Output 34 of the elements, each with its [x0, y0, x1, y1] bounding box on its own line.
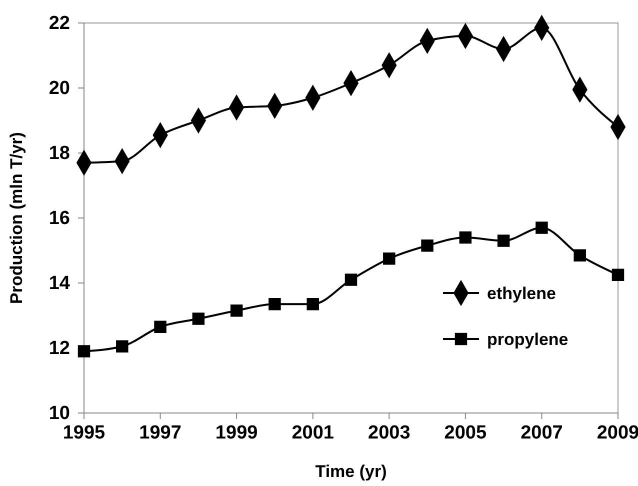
legend-label: propylene	[487, 330, 568, 349]
x-axis-title: Time (yr)	[315, 462, 387, 481]
y-tick-label: 22	[48, 13, 70, 34]
point	[154, 320, 166, 333]
legend-label: ethylene	[487, 284, 556, 303]
y-tick-label: 16	[48, 208, 70, 230]
point	[306, 298, 319, 310]
point	[268, 298, 281, 310]
point	[497, 234, 510, 247]
point	[574, 249, 586, 262]
point	[230, 304, 243, 317]
y-tick-label: 14	[48, 273, 70, 294]
y-tick-label: 20	[48, 78, 70, 100]
x-tick-label: 2003	[368, 422, 410, 444]
x-tick-label: 1997	[139, 422, 182, 444]
point	[536, 222, 548, 234]
y-tick-label: 18	[48, 143, 70, 164]
y-tick-label: 10	[48, 403, 70, 424]
y-axis-title: Production (mln T/yr)	[7, 132, 26, 304]
point	[116, 340, 128, 352]
x-tick-label: 1999	[215, 422, 258, 444]
x-tick-label: 2009	[596, 422, 638, 444]
point	[612, 268, 624, 281]
point	[78, 345, 90, 358]
point	[459, 231, 472, 244]
x-tick-label: 2007	[520, 422, 563, 444]
point	[383, 252, 396, 265]
point	[421, 240, 434, 252]
point	[344, 274, 358, 286]
y-tick-label: 12	[48, 338, 70, 360]
x-tick-label: 2001	[292, 422, 334, 444]
x-tick-label: 2005	[444, 422, 487, 444]
x-tick-label: 1995	[62, 422, 106, 444]
point	[192, 312, 205, 325]
